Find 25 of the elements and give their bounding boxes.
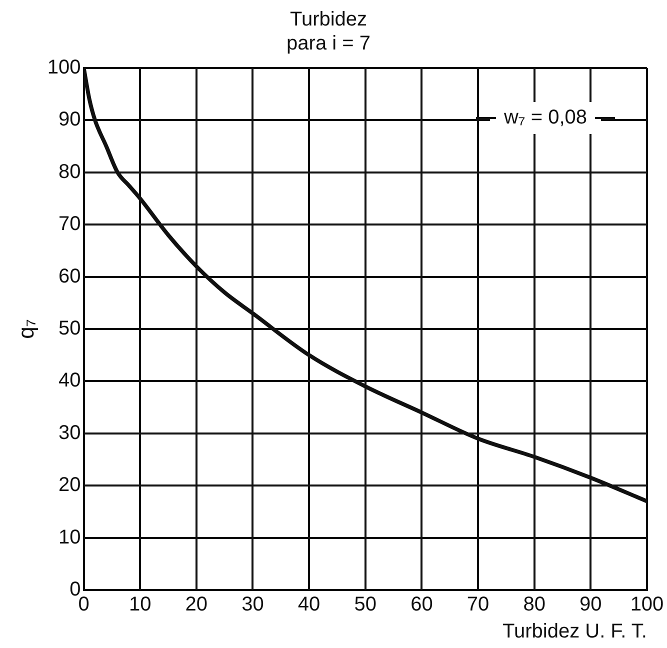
- x-tick-label: 80: [523, 594, 546, 616]
- chart-subtitle: para i = 7: [286, 32, 370, 55]
- annotation: w₇ = 0,08: [502, 106, 588, 129]
- x-tick-label: 30: [242, 594, 264, 616]
- y-tick-label: 70: [58, 213, 81, 236]
- y-tick-label: 30: [58, 422, 81, 444]
- y-tick-label: 20: [58, 474, 81, 496]
- y-tick-label: 90: [58, 108, 81, 131]
- x-tick-label: 40: [298, 594, 320, 616]
- y-tick-label: 10: [58, 526, 81, 548]
- y-tick-label: 80: [58, 160, 81, 183]
- x-tick-label: 90: [580, 594, 602, 616]
- x-axis-title: Turbidez U. F. T.: [502, 620, 647, 643]
- x-tick-label: 70: [466, 594, 490, 616]
- x-tick-label: 100: [630, 594, 664, 616]
- x-tick-label: 50: [354, 594, 377, 616]
- y-tick-label: 60: [58, 265, 81, 288]
- x-tick-label: 10: [128, 594, 152, 616]
- y-axis-title: q₇: [13, 319, 38, 339]
- x-tick-label: 60: [410, 594, 433, 616]
- y-tick-label: 50: [58, 318, 81, 340]
- chart-title: Turbidez: [290, 8, 368, 31]
- y-tick-label: 40: [58, 370, 81, 392]
- x-tick-label: 20: [185, 594, 208, 616]
- y-tick-label: 100: [47, 56, 81, 79]
